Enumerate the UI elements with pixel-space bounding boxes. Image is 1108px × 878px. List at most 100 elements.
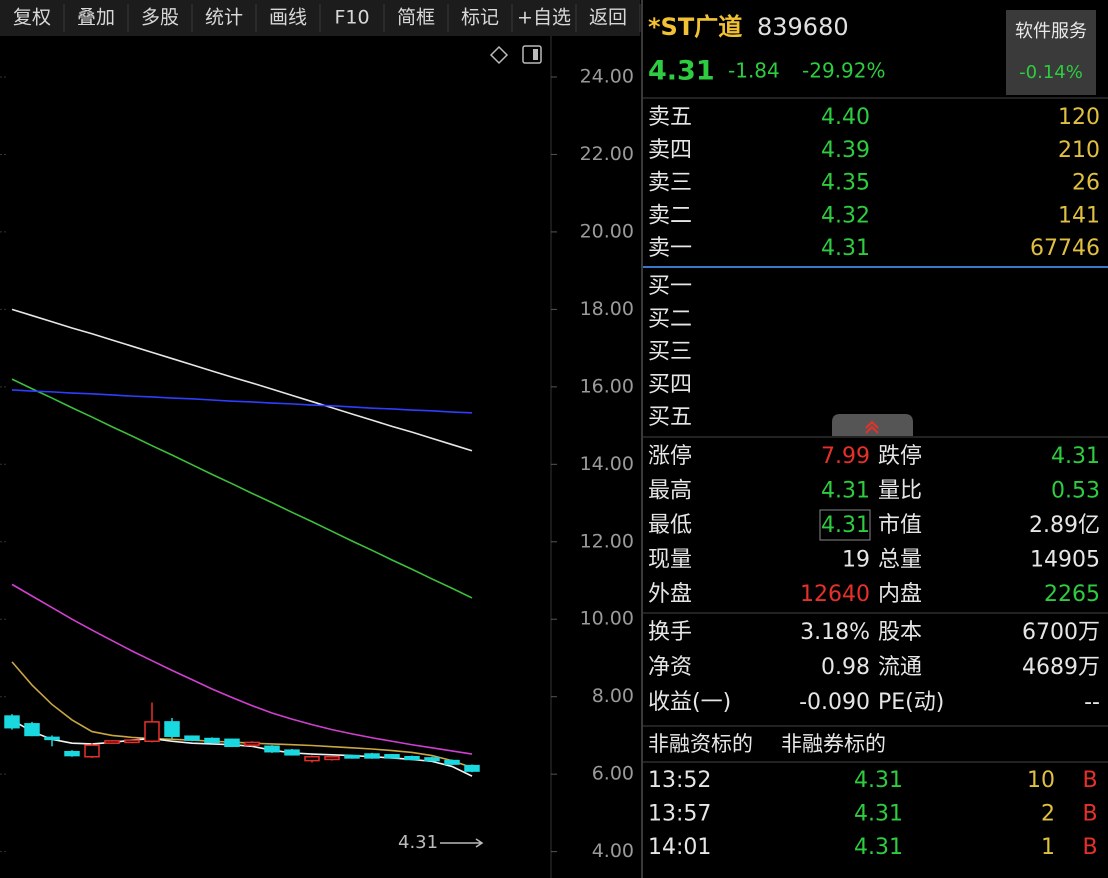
ask-label: 卖一 <box>648 236 692 261</box>
quote-panel <box>643 10 1108 763</box>
stock-name: *ST广道 <box>648 13 742 41</box>
candle-body <box>304 755 320 762</box>
stat-label: 量比 <box>878 479 922 504</box>
price-change: -1.84 <box>728 59 780 83</box>
candle-body <box>424 757 440 762</box>
stat-value: 2.89亿 <box>1029 513 1100 538</box>
stock-code: 839680 <box>757 13 849 41</box>
last-price-arrow <box>440 838 484 848</box>
fund-label: 流通 <box>878 655 922 680</box>
stat-label: 最低 <box>648 513 692 538</box>
y-tick-label: 6.00 <box>592 763 634 785</box>
ask-volume: 210 <box>1058 138 1100 163</box>
toolbar-tab[interactable]: +自选 <box>517 7 571 29</box>
toolbar-tab[interactable]: 标记 <box>461 7 499 29</box>
candle-body <box>84 744 100 758</box>
fund-value: 0.98 <box>821 655 870 680</box>
ask-volume: 120 <box>1058 105 1100 130</box>
stat-value: 4.31 <box>821 513 870 538</box>
candle-body <box>4 715 20 729</box>
toolbar-tab[interactable]: 叠加 <box>77 7 115 29</box>
stat-value: 0.53 <box>1051 479 1100 504</box>
fund-label: 换手 <box>648 620 692 645</box>
candle-body <box>44 736 60 741</box>
panel-icon-fill <box>533 49 538 60</box>
tick-time: 13:52 <box>648 768 711 793</box>
candle-body <box>384 754 400 759</box>
ma-line <box>11 308 473 452</box>
expand-tab[interactable] <box>832 414 913 436</box>
ask-price: 4.35 <box>821 171 870 196</box>
candle-body <box>324 755 340 761</box>
stat-value: 2265 <box>1044 582 1100 607</box>
ma-line <box>11 389 473 414</box>
stat-label: 涨停 <box>648 444 692 469</box>
toolbar-tab[interactable]: 复权 <box>13 7 51 29</box>
y-tick-label: 8.00 <box>592 685 634 707</box>
tick-time: 13:57 <box>648 802 711 827</box>
candle-body <box>404 755 420 761</box>
last-price: 4.31 <box>648 56 715 87</box>
candle-body <box>184 735 200 741</box>
margin-tag: 非融券标的 <box>781 732 886 756</box>
stat-label: 最高 <box>648 479 692 504</box>
ask-volume: 141 <box>1058 203 1100 228</box>
bid-label: 买二 <box>648 307 692 332</box>
ask-price: 4.32 <box>821 203 870 228</box>
toolbar-tab[interactable]: 返回 <box>589 7 627 29</box>
toolbar-tab[interactable]: F10 <box>334 7 369 29</box>
fund-value: 3.18% <box>800 620 870 645</box>
y-tick-label: 18.00 <box>580 298 634 320</box>
candle-body <box>464 764 480 772</box>
tick-side: B <box>1082 802 1097 827</box>
fund-label: PE(动) <box>878 690 944 715</box>
margin-tag: 非融资标的 <box>648 732 753 756</box>
price-change-pct: -29.92% <box>802 59 885 83</box>
stat-value: 4.31 <box>1051 444 1100 469</box>
bid-label: 买五 <box>648 405 692 430</box>
candle-body <box>284 749 300 756</box>
panel-icon[interactable] <box>522 45 542 64</box>
stat-value: 19 <box>842 548 870 573</box>
sector-box[interactable] <box>1006 10 1096 95</box>
fund-value: -- <box>1084 690 1100 715</box>
tick-side: B <box>1082 768 1097 793</box>
kline-chart: 24.00 22.00 20.00 18.00 16.00 14.00 12.00 10.00… <box>0 65 634 862</box>
toolbar-tab[interactable]: 简框 <box>397 7 435 29</box>
last-price-label: 4.31 <box>398 832 438 853</box>
toolbar-tab[interactable]: 画线 <box>269 7 307 29</box>
tick-price: 4.31 <box>854 768 903 793</box>
candle-body <box>164 721 180 737</box>
ma-line <box>11 583 473 755</box>
candle-body <box>244 741 260 746</box>
stat-value: 7.99 <box>821 444 870 469</box>
stat-label: 内盘 <box>878 582 922 607</box>
expand-arrow <box>865 420 879 434</box>
toolbar-tab[interactable]: 多股 <box>141 7 179 29</box>
toolbar-tab[interactable]: 统计 <box>205 7 243 29</box>
y-tick-label: 22.00 <box>580 143 634 165</box>
ask-price: 4.39 <box>821 138 870 163</box>
candle-body <box>124 739 140 744</box>
ask-label: 卖三 <box>648 171 692 196</box>
diamond-icon[interactable] <box>489 45 509 65</box>
tick-price: 4.31 <box>854 802 903 827</box>
stat-label: 市值 <box>878 513 922 538</box>
y-tick-label: 4.00 <box>592 840 634 862</box>
fund-value: 6700万 <box>1022 620 1100 645</box>
tick-volume: 1 <box>1041 835 1055 860</box>
candle-body <box>444 759 460 765</box>
y-tick-label: 14.00 <box>580 453 634 475</box>
ma-line <box>11 378 473 599</box>
stat-value: 14905 <box>1030 548 1100 573</box>
ask-volume: 26 <box>1072 171 1100 196</box>
bid-label: 买四 <box>648 372 692 397</box>
candle-body <box>364 753 380 759</box>
bid-label: 买一 <box>648 274 692 299</box>
stat-label: 总量 <box>878 548 922 573</box>
sector-name: 软件服务 <box>1015 21 1087 42</box>
tick-time: 14:01 <box>648 835 711 860</box>
candle-body <box>144 721 160 742</box>
ask-label: 卖四 <box>648 138 692 163</box>
candle-body <box>224 738 240 748</box>
